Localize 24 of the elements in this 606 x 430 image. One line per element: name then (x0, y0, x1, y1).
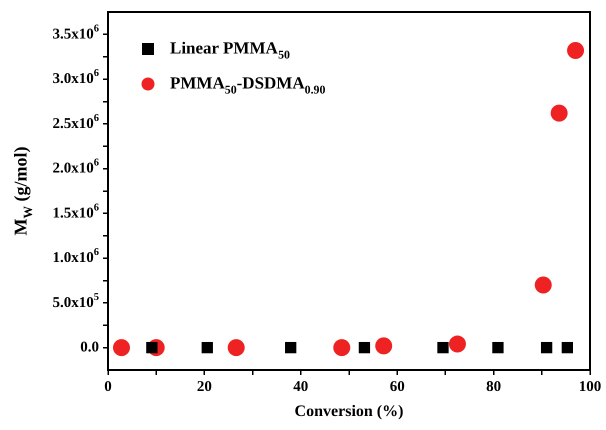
point (437, 342, 449, 354)
point (567, 42, 584, 59)
point (112, 339, 130, 356)
point (333, 339, 350, 356)
point (492, 342, 504, 354)
x-tick-label: 80 (486, 378, 502, 395)
x-tick-label: 100 (578, 378, 602, 395)
point (534, 276, 552, 294)
point (375, 337, 392, 354)
x-tick-label: 20 (196, 378, 212, 395)
y-axis-title: MW (g/mol) (10, 146, 36, 236)
point (285, 342, 296, 354)
x-tick-label: 60 (390, 378, 405, 395)
point (202, 342, 213, 354)
point (358, 342, 370, 354)
y-tick-label: 0.0 (80, 340, 99, 356)
point (562, 342, 574, 354)
x-axis-title: Conversion (%) (294, 403, 404, 420)
x-tick-label: 0 (104, 378, 112, 395)
point (228, 339, 245, 356)
point (540, 342, 552, 354)
x-tick-label: 40 (293, 378, 308, 395)
point (448, 336, 466, 353)
point (550, 104, 568, 122)
